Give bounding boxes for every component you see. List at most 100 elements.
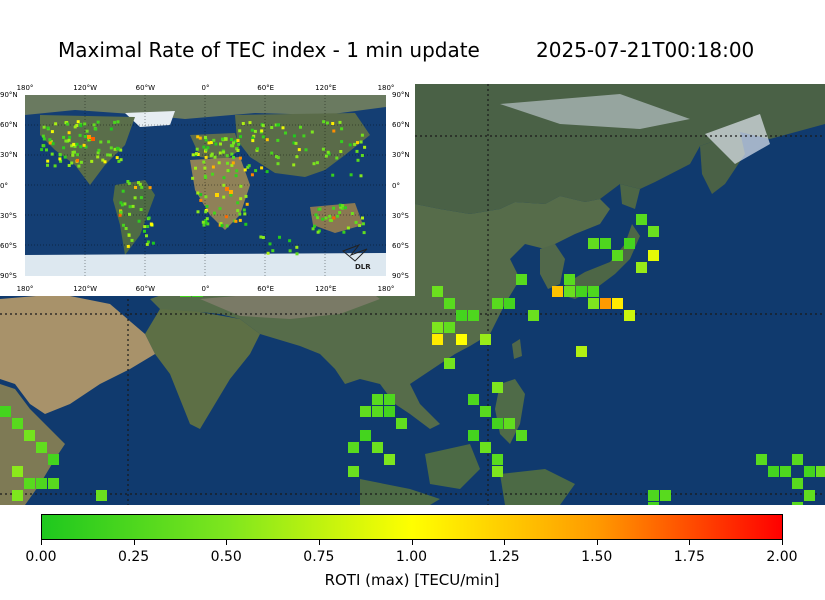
inset-roti-cell [51, 142, 55, 146]
inset-roti-cell [108, 153, 112, 157]
inset-roti-cell [76, 153, 80, 157]
inset-roti-cell [42, 125, 46, 129]
inset-roti-cell [359, 140, 363, 144]
roti-cell [384, 394, 395, 405]
inset-roti-cell [312, 162, 316, 166]
roti-cell [600, 298, 611, 309]
inset-roti-hotspot [215, 193, 219, 197]
roti-cell [504, 298, 515, 309]
roti-cell [564, 286, 575, 297]
inset-roti-hotspot [87, 135, 91, 139]
roti-cell [660, 490, 671, 501]
colorbar-tick-label: 2.00 [766, 549, 798, 565]
roti-cell [444, 358, 455, 369]
colorbar [41, 514, 783, 540]
inset-roti-cell [50, 130, 54, 134]
roti-cell [780, 466, 791, 477]
inset-roti-cell [248, 121, 252, 125]
roti-cell [576, 346, 587, 357]
inset-roti-cell [214, 142, 218, 146]
inset-roti-cell [346, 226, 350, 230]
map-title: Maximal Rate of TEC index - 1 min update [58, 38, 480, 62]
inset-roti-cell [77, 164, 81, 168]
inset-roti-cell [222, 176, 226, 180]
inset-roti-cell [232, 141, 235, 145]
inset-roti-cell [65, 121, 69, 124]
inset-roti-cell [218, 151, 222, 155]
inset-roti-cell [325, 121, 329, 125]
inset-roti-cell [195, 152, 198, 156]
inset-roti-cell [243, 212, 247, 216]
roti-cell [456, 310, 467, 321]
roti-cell [480, 334, 491, 345]
roti-cell [24, 478, 35, 489]
inset-roti-cell [338, 203, 342, 207]
inset-axis-label: 0° [201, 84, 210, 92]
inset-roti-cell [46, 163, 49, 167]
inset-roti-cell [230, 152, 234, 156]
inset-roti-cell [92, 123, 96, 127]
inset-roti-cell [239, 184, 243, 188]
inset-roti-cell [123, 202, 127, 206]
inset-roti-cell [295, 155, 299, 159]
inset-roti-cell [204, 136, 207, 139]
roti-cell [648, 502, 659, 505]
inset-roti-cell [292, 141, 296, 145]
inset-roti-cell [204, 195, 208, 199]
inset-roti-cell [265, 170, 269, 174]
inset-greenland [125, 111, 175, 127]
inset-roti-cell [224, 137, 228, 141]
inset-roti-cell [209, 154, 213, 158]
inset-roti-cell [73, 125, 77, 129]
inset-axis-label: 30°S [392, 211, 409, 220]
inset-roti-cell [59, 159, 63, 163]
inset-roti-cell [238, 212, 242, 216]
inset-roti-cell [219, 142, 222, 146]
inset-roti-cell [327, 152, 331, 156]
inset-roti-cell [235, 147, 239, 151]
inset-roti-cell [75, 124, 79, 127]
inset-roti-cell [204, 221, 208, 225]
roti-cell [492, 466, 503, 477]
inset-roti-cell [356, 158, 360, 162]
colorbar-tick [41, 540, 42, 545]
inset-roti-cell [313, 224, 316, 228]
inset-axis-label: 180° [377, 285, 395, 293]
inset-axis-label: 0° [201, 285, 210, 293]
inset-roti-cell [363, 145, 367, 149]
colorbar-tick-label: 1.50 [581, 549, 613, 565]
inset-roti-cell [145, 242, 149, 246]
roti-cell [792, 502, 803, 505]
inset-roti-cell [226, 169, 230, 173]
roti-cell [492, 418, 503, 429]
inset-roti-cell [324, 154, 328, 158]
inset-roti-cell [232, 156, 235, 159]
inset-axis-label: 180° [16, 84, 34, 92]
inset-roti-cell [76, 120, 80, 124]
inset-roti-cell [131, 204, 135, 208]
inset-roti-cell [225, 154, 229, 158]
inset-roti-cell [311, 227, 315, 231]
inset-roti-cell [322, 120, 326, 124]
inset-roti-cell [120, 203, 124, 207]
inset-roti-cell [107, 140, 111, 144]
inset-roti-cell [288, 239, 292, 243]
inset-roti-cell [344, 206, 347, 210]
inset-roti-cell [106, 153, 110, 157]
inset-roti-cell [356, 141, 359, 145]
arabia [0, 294, 155, 414]
inset-roti-cell [85, 129, 89, 133]
inset-roti-cell [220, 224, 224, 228]
asia-mainland [150, 196, 610, 429]
inset-roti-cell [82, 143, 86, 147]
inset-roti-cell [96, 151, 100, 155]
inset-roti-cell [130, 238, 134, 242]
inset-roti-cell [127, 233, 131, 237]
roti-cell [804, 490, 815, 501]
colorbar-tick [689, 540, 691, 545]
inset-roti-cell [113, 147, 117, 151]
inset-roti-cell [196, 210, 200, 214]
inset-roti-cell [335, 156, 339, 160]
roti-cell [12, 490, 23, 501]
inset-roti-cell [213, 155, 217, 159]
